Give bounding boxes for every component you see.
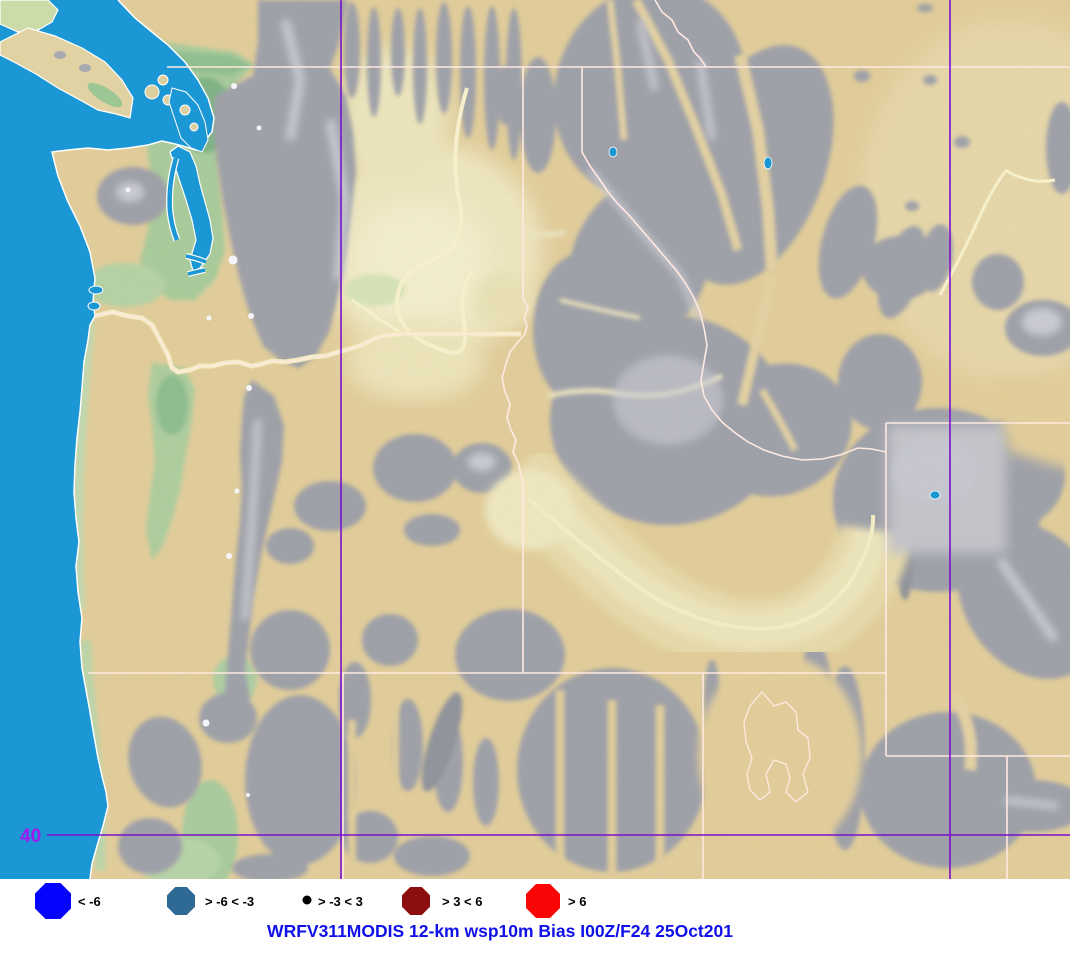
border-wa-id xyxy=(522,67,529,335)
willapa-bay xyxy=(87,301,101,311)
map-title: WRFV311MODIS 12-km wsp10m Bias I00Z/F24 … xyxy=(267,921,733,941)
border-id-mt xyxy=(581,67,887,461)
great-salt-lake-outline xyxy=(743,691,811,803)
legend-label: > -6 < -3 xyxy=(205,894,254,909)
legend-item-3-6: > 3 < 6 xyxy=(402,887,482,915)
rivers xyxy=(351,87,1056,631)
legend-item-neg6-neg3: > -6 < -3 xyxy=(167,887,254,915)
grays-harbor xyxy=(88,285,104,295)
terrain-map: 40 xyxy=(0,0,1070,879)
flathead-lake xyxy=(763,156,773,170)
octagon-marker-steel xyxy=(167,887,195,915)
octagon-marker-red xyxy=(526,884,560,918)
graticule xyxy=(47,0,1070,879)
legend-label: > 3 < 6 xyxy=(442,894,482,909)
dot-marker-black xyxy=(302,895,312,905)
border-wa-or xyxy=(94,311,521,373)
bias-legend: < -6 > -6 < -3 > -3 < 3 > 3 < 6 > 6 xyxy=(35,883,586,919)
legend-label: < -6 xyxy=(78,894,101,909)
state-borders xyxy=(88,0,1070,879)
legend-label: > 6 xyxy=(568,894,586,909)
legend-item-gt-6: > 6 xyxy=(526,884,586,918)
latitude-label: 40 xyxy=(20,826,41,847)
legend-label: > -3 < 3 xyxy=(318,894,363,909)
octagon-marker-darkred xyxy=(402,887,430,915)
border-bc-ab xyxy=(654,0,707,68)
legend-item-neg3-3: > -3 < 3 xyxy=(302,894,363,909)
whidbey-basin xyxy=(168,87,209,153)
legend-item-lt-neg6: < -6 xyxy=(35,883,101,919)
border-or-id xyxy=(501,333,526,673)
pend-oreille-lake xyxy=(608,146,618,158)
octagon-marker-blue xyxy=(35,883,71,919)
san-juan-islands xyxy=(144,74,174,106)
mainland-tip xyxy=(0,0,59,33)
yellowstone-lake xyxy=(929,490,941,500)
